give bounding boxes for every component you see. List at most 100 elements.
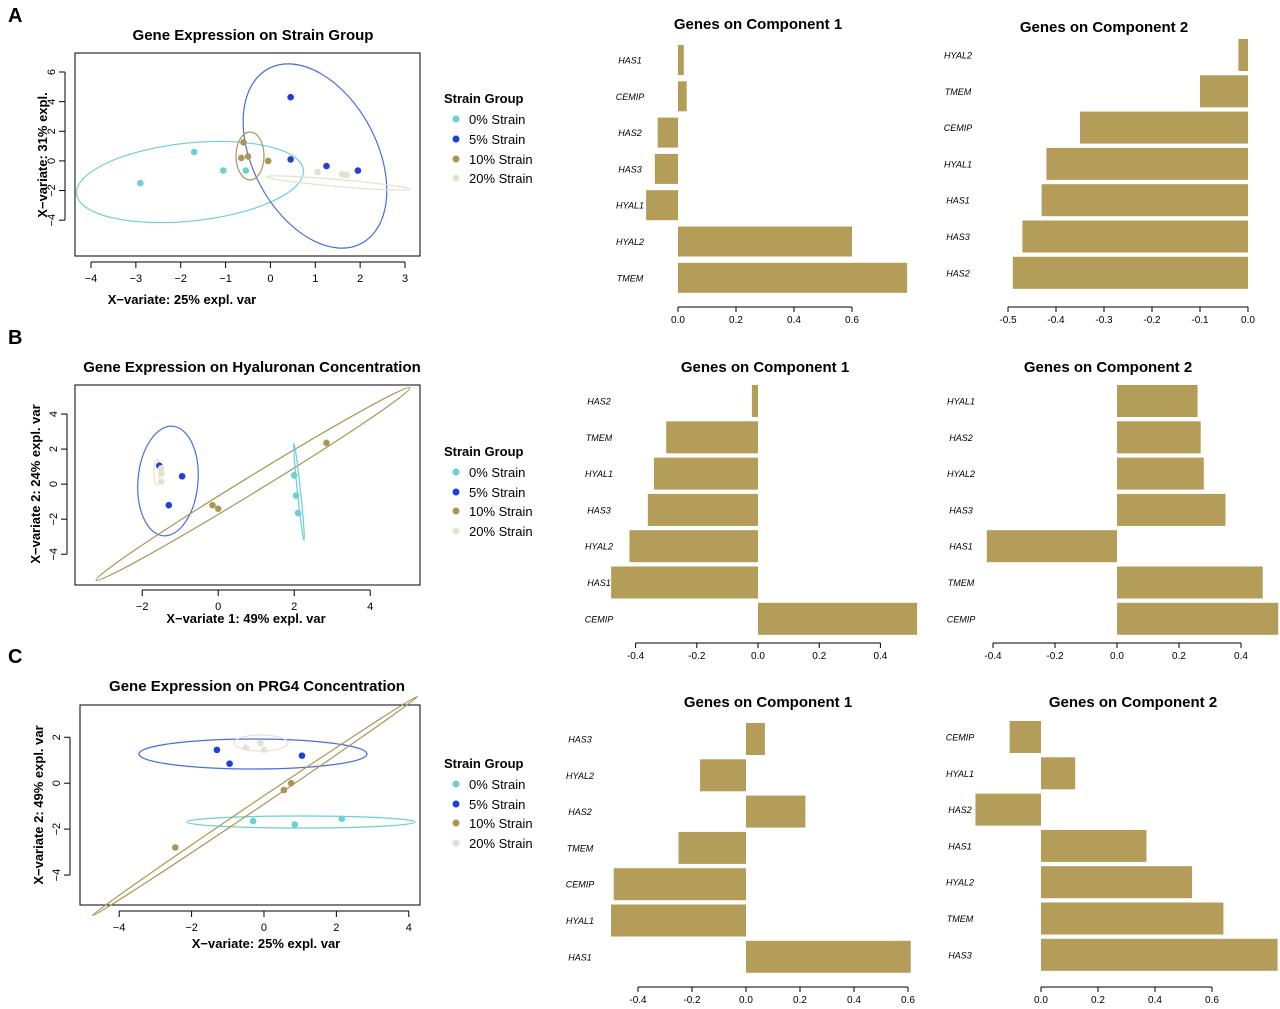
- bar-label-hyal1: HYAL1: [947, 397, 975, 407]
- bar-label-tmem: TMEM: [947, 914, 974, 924]
- y-tick-label: −4: [48, 548, 60, 561]
- y-axis-label: X−variate 2: 24% expl. var: [28, 404, 43, 563]
- x-tick-label: 0.2: [793, 995, 807, 1006]
- bar-label-cemip: CEMIP: [585, 614, 614, 624]
- bar-label-has3: HAS3: [949, 505, 973, 515]
- bar-has3: [1041, 938, 1278, 971]
- bar-label-cemip: CEMIP: [946, 733, 975, 743]
- data-point-10-strain: [171, 844, 179, 851]
- data-point-10-strain: [264, 157, 272, 165]
- data-point-0-strain: [291, 821, 299, 828]
- panel-letter-c: C: [8, 646, 22, 668]
- bar-label-cemip: CEMIP: [566, 880, 595, 890]
- bar-has3: [647, 493, 758, 526]
- data-point-10-strain: [237, 154, 245, 162]
- legend-panel-a: Strain Group 0% Strain 5% Strain 10% Str…: [444, 91, 533, 186]
- legend-marker-0: [452, 468, 460, 476]
- chart-title: Genes on Component 2: [1049, 694, 1217, 711]
- bar-label-has2: HAS2: [946, 268, 970, 278]
- bar-has1: [611, 566, 758, 599]
- bar-has1: [1041, 184, 1248, 217]
- legend-label-20: 20% Strain: [469, 171, 533, 186]
- x-tick-label: 0.0: [1034, 995, 1048, 1006]
- ellipse-10-strain: [91, 695, 419, 917]
- x-tick-label: 3: [402, 273, 408, 285]
- legend-marker-5: [452, 135, 460, 143]
- ellipse-0-strain: [75, 140, 305, 224]
- x-tick-label: 0.4: [1234, 651, 1248, 662]
- legend-label-20: 20% Strain: [469, 836, 533, 851]
- x-tick-label: -0.4: [627, 651, 645, 662]
- x-tick-label: 0.4: [787, 315, 801, 326]
- data-point-5-strain: [298, 752, 306, 759]
- bar-hyal1: [653, 457, 758, 490]
- bar-label-has3: HAS3: [568, 735, 592, 745]
- bar-has2: [975, 793, 1041, 826]
- legend-marker-10: [452, 507, 460, 515]
- data-point-20-strain: [257, 739, 264, 747]
- y-tick-label: 2: [48, 446, 60, 452]
- bar-has1: [1041, 829, 1147, 862]
- x-tick-label: -0.2: [683, 995, 701, 1006]
- bar-label-cemip: CEMIP: [944, 123, 973, 133]
- chart-title: Genes on Component 1: [684, 694, 852, 711]
- bar-tmem: [678, 262, 908, 293]
- bar-cemip: [1117, 602, 1279, 635]
- bar-label-cemip: CEMIP: [616, 92, 645, 102]
- bar-label-hyal1: HYAL1: [946, 769, 974, 779]
- data-point-0-strain: [242, 167, 250, 174]
- bar-hyal1: [1046, 147, 1248, 180]
- legend-marker-10: [452, 819, 460, 827]
- data-point-0-strain: [290, 472, 298, 479]
- bar-tmem: [666, 421, 758, 454]
- x-tick-label: 0.2: [812, 651, 826, 662]
- plot-frame: [74, 384, 421, 586]
- legend-label-0: 0% Strain: [469, 112, 525, 127]
- ellipse-0-strain: [186, 815, 416, 829]
- legend-label-10: 10% Strain: [469, 152, 533, 167]
- bar-label-has1: HAS1: [587, 578, 611, 588]
- bar-label-hyal1: HYAL1: [566, 916, 594, 926]
- bar-hyal1: [1041, 757, 1076, 790]
- legend-marker-20: [452, 527, 460, 535]
- bar-label-has3: HAS3: [587, 505, 611, 515]
- bar-label-has2: HAS2: [618, 128, 642, 138]
- x-tick-label: −1: [219, 273, 232, 285]
- bar-label-has1: HAS1: [949, 542, 973, 552]
- data-point-10-strain: [240, 139, 247, 146]
- x-tick-label: -0.1: [1191, 315, 1209, 326]
- x-tick-label: −2: [136, 601, 149, 613]
- bar-has3: [654, 153, 678, 184]
- legend-label-20: 20% Strain: [469, 524, 533, 539]
- data-point-10-strain: [323, 439, 330, 447]
- bar-label-tmem: TMEM: [948, 578, 975, 588]
- x-tick-label: −2: [185, 922, 198, 934]
- x-tick-label: 0.2: [729, 315, 743, 326]
- bar-label-has2: HAS2: [948, 805, 972, 815]
- bar-label-tmem: TMEM: [586, 433, 613, 443]
- bar-hyal1: [1117, 385, 1198, 417]
- data-point-0-strain: [220, 167, 227, 174]
- bar-has2: [751, 385, 758, 417]
- bar-hyal2: [1117, 457, 1204, 490]
- data-point-5-strain: [354, 167, 362, 174]
- y-tick-label: 6: [46, 69, 58, 75]
- bar-has3: [1022, 220, 1248, 253]
- data-point-0-strain: [338, 815, 346, 823]
- x-axis-label: X−variate 1: 49% expl. var: [166, 611, 325, 626]
- bar-hyal2: [678, 226, 852, 257]
- data-point-5-strain: [178, 472, 186, 480]
- data-point-20-strain: [260, 746, 268, 754]
- x-tick-label: 2: [291, 601, 297, 613]
- x-tick-label: 0.6: [845, 315, 859, 326]
- x-tick-label: -0.2: [1143, 315, 1161, 326]
- x-tick-label: 4: [406, 922, 412, 934]
- data-point-20-strain: [157, 478, 165, 485]
- bar-label-has2: HAS2: [568, 807, 592, 817]
- bar-label-hyal2: HYAL2: [585, 542, 613, 552]
- data-point-10-strain: [244, 153, 252, 160]
- bar-label-hyal2: HYAL2: [947, 469, 975, 479]
- plot-frame: [74, 52, 421, 257]
- bar-label-hyal1: HYAL1: [585, 469, 613, 479]
